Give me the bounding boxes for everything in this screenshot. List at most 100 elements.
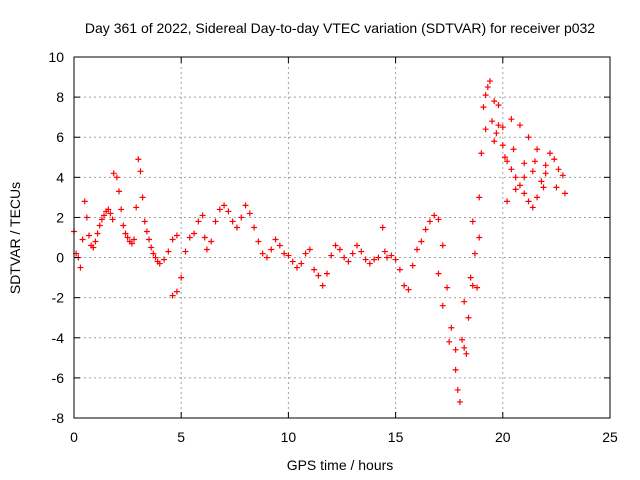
- data-point: [124, 234, 131, 241]
- data-point: [182, 248, 189, 255]
- x-tick-label: 15: [388, 429, 404, 445]
- data-point: [418, 238, 425, 245]
- data-point: [525, 134, 532, 141]
- data-point: [285, 252, 292, 259]
- data-point: [366, 260, 373, 267]
- y-tick-label: -8: [52, 410, 65, 426]
- data-point: [169, 236, 176, 243]
- data-point: [92, 238, 99, 245]
- data-point: [272, 236, 279, 243]
- data-point: [463, 350, 470, 357]
- data-point: [493, 130, 500, 137]
- data-point: [499, 124, 506, 131]
- data-point: [471, 250, 478, 257]
- y-tick-label: 2: [56, 209, 64, 225]
- data-point: [499, 142, 506, 149]
- data-point: [431, 212, 438, 219]
- data-point: [208, 238, 215, 245]
- data-point: [553, 184, 560, 191]
- data-point: [461, 344, 468, 351]
- data-point: [152, 254, 159, 261]
- data-point: [110, 170, 117, 177]
- data-point: [86, 232, 93, 239]
- data-point: [225, 208, 232, 215]
- data-point: [384, 254, 391, 261]
- data-point: [379, 224, 386, 231]
- data-point: [315, 272, 322, 279]
- data-point: [439, 302, 446, 309]
- x-tick-label: 5: [177, 429, 185, 445]
- data-point: [444, 284, 451, 291]
- data-point: [341, 254, 348, 261]
- y-tick-label: 4: [56, 169, 64, 185]
- data-point: [101, 212, 108, 219]
- data-point: [120, 222, 127, 229]
- data-point: [525, 198, 532, 205]
- data-point: [482, 126, 489, 133]
- data-point: [555, 166, 562, 173]
- data-point: [489, 118, 496, 125]
- y-tick-label: 8: [56, 89, 64, 105]
- data-point: [375, 254, 382, 261]
- data-point: [306, 246, 313, 253]
- data-point: [201, 234, 208, 241]
- data-point: [116, 188, 123, 195]
- data-point: [512, 186, 519, 193]
- data-point: [491, 138, 498, 145]
- data-point: [534, 194, 541, 201]
- data-point: [484, 84, 491, 91]
- data-point: [186, 234, 193, 241]
- x-axis-label: GPS time / hours: [287, 457, 394, 473]
- data-point: [362, 256, 369, 263]
- data-point: [323, 270, 330, 277]
- data-point: [90, 244, 97, 251]
- data-point: [105, 206, 112, 213]
- data-point: [246, 210, 253, 217]
- data-point: [128, 240, 135, 247]
- data-point: [551, 156, 558, 163]
- grid-lines: [74, 57, 610, 418]
- data-point: [195, 218, 202, 225]
- data-point: [165, 248, 172, 255]
- data-point: [478, 150, 485, 157]
- data-point: [392, 256, 399, 263]
- data-point: [401, 282, 408, 289]
- data-point: [143, 228, 150, 235]
- data-point: [81, 198, 88, 205]
- data-point: [504, 198, 511, 205]
- x-tick-label: 25: [602, 429, 618, 445]
- data-point: [381, 248, 388, 255]
- data-point: [146, 236, 153, 243]
- data-point: [178, 274, 185, 281]
- data-point: [456, 398, 463, 405]
- data-point: [510, 146, 517, 153]
- data-point: [251, 224, 258, 231]
- data-point: [482, 92, 489, 99]
- data-point: [435, 270, 442, 277]
- data-point: [459, 336, 466, 343]
- data-point: [531, 158, 538, 165]
- data-point: [255, 238, 262, 245]
- data-point: [79, 236, 86, 243]
- x-tick-label: 20: [495, 429, 511, 445]
- data-point: [302, 250, 309, 257]
- data-point: [216, 206, 223, 213]
- data-point: [139, 194, 146, 201]
- data-point: [118, 206, 125, 213]
- data-point: [512, 174, 519, 181]
- data-point: [173, 232, 180, 239]
- axis-ticks: [73, 56, 611, 419]
- data-point: [529, 204, 536, 211]
- data-point: [516, 122, 523, 129]
- data-point: [212, 218, 219, 225]
- data-point: [448, 324, 455, 331]
- y-tick-label: -2: [52, 290, 65, 306]
- data-point: [422, 226, 429, 233]
- y-tick-label: 0: [56, 250, 64, 266]
- data-point: [131, 236, 138, 243]
- data-point: [259, 250, 266, 257]
- data-point: [454, 386, 461, 393]
- data-point: [203, 246, 210, 253]
- data-point: [83, 214, 90, 221]
